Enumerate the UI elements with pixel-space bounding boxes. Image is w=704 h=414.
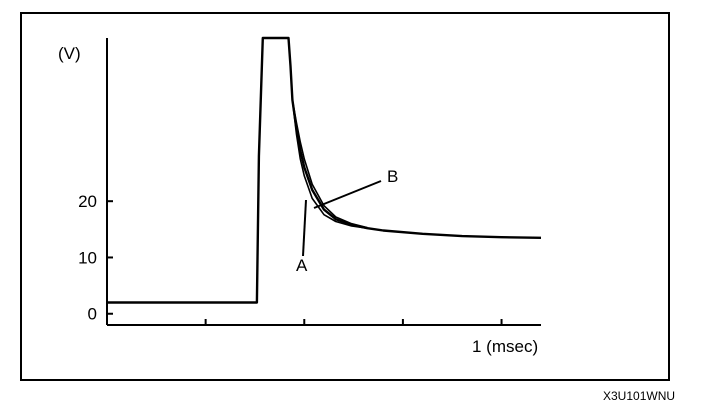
x-ticks — [204, 319, 503, 325]
series-lines — [107, 36, 542, 304]
chart-axes — [106, 38, 541, 326]
y-tick-label-2: 20 — [78, 192, 97, 211]
series-line-1 — [291, 99, 368, 229]
y-ticks: 0 10 20 — [78, 192, 113, 324]
y-axis-label: (V) — [58, 44, 81, 63]
callout-label-b: B — [387, 167, 398, 186]
callouts: A B — [296, 167, 398, 275]
y-tick-label-1: 10 — [78, 248, 97, 267]
callout-leader-b — [313, 180, 382, 209]
callout-label-a: A — [296, 256, 308, 275]
callout-leader-a — [302, 199, 307, 257]
x-axis-label: 1 (msec) — [472, 337, 538, 356]
figure-frame — [20, 12, 670, 381]
series-line-0 — [107, 36, 542, 304]
series-line-2 — [291, 99, 368, 229]
y-tick-label-0: 0 — [88, 305, 97, 324]
figure-code: X3U101WNU — [603, 389, 675, 403]
